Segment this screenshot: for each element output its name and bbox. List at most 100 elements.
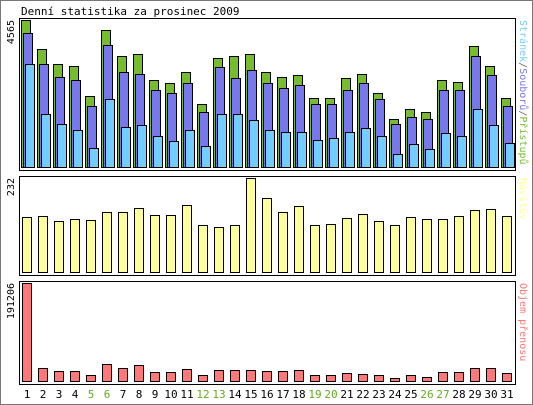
bar-hits-2-day-13 [217,114,227,168]
legend-part-volume-0: Objem přenosu [517,283,529,361]
bar-hits-2-day-30 [489,125,499,168]
chart-title: Denní statistika za prosinec 2009 [21,5,240,18]
bar-volume-0-day-1 [22,283,32,382]
x-tick-label-day-1: 1 [24,388,31,401]
bar-visits-0-day-22 [358,214,368,273]
bar-hits-2-day-19 [313,140,323,168]
bar-visits-0-day-29 [470,210,480,273]
bar-hits-2-day-26 [425,149,435,168]
bar-visits-0-day-27 [438,219,448,273]
bar-volume-0-day-9 [150,372,160,382]
bar-visits-0-day-24 [390,225,400,273]
x-tick-label-day-30: 30 [484,388,497,401]
x-tick-label-day-11: 11 [180,388,193,401]
bar-volume-0-day-8 [134,365,144,382]
bar-visits-0-day-1 [22,217,32,273]
bar-volume-0-day-29 [470,368,480,382]
bar-volume-0-day-12 [198,375,208,382]
panel-visits-ymax-label: 232 [6,178,17,196]
bar-visits-0-day-10 [166,215,176,273]
panel-volume-frame [19,281,516,385]
bar-visits-0-day-11 [182,205,192,273]
bar-hits-2-day-9 [153,136,163,168]
bar-visits-0-day-21 [342,218,352,273]
bar-hits-2-day-2 [41,114,51,168]
bar-hits-2-day-3 [57,124,67,168]
bar-hits-2-day-6 [105,99,115,168]
bar-volume-0-day-30 [486,368,496,382]
bar-hits-2-day-17 [281,132,291,168]
bar-hits-2-day-24 [393,154,403,168]
bar-visits-0-day-28 [454,216,464,273]
bar-volume-0-day-10 [166,372,176,382]
bar-volume-0-day-19 [310,375,320,382]
bar-volume-0-day-7 [118,368,128,382]
x-tick-label-day-27: 27 [436,388,449,401]
bar-hits-2-day-5 [89,148,99,168]
bar-volume-0-day-26 [422,377,432,382]
x-tick-label-day-7: 7 [120,388,127,401]
x-tick-label-day-25: 25 [404,388,417,401]
panel-hits-ymax-label: 4565 [6,20,17,44]
bar-visits-0-day-30 [486,209,496,273]
bar-volume-0-day-27 [438,372,448,382]
bar-volume-0-day-17 [278,371,288,382]
bar-volume-0-day-20 [326,375,336,382]
bar-hits-2-day-23 [377,136,387,168]
bar-volume-0-day-22 [358,374,368,382]
bar-visits-0-day-14 [230,225,240,273]
bar-volume-0-day-24 [390,378,400,382]
bar-hits-2-day-1 [25,64,35,168]
bar-volume-0-day-31 [502,373,512,382]
bar-volume-0-day-5 [86,375,96,382]
bar-volume-0-day-15 [246,370,256,382]
legend-part-hits-2: Souborů [517,68,529,110]
bar-visits-0-day-12 [198,225,208,273]
x-tick-label-day-17: 17 [276,388,289,401]
x-tick-label-day-16: 16 [260,388,273,401]
x-tick-label-day-12: 12 [196,388,209,401]
x-tick-label-day-8: 8 [136,388,143,401]
bar-volume-0-day-6 [102,364,112,382]
x-tick-label-day-19: 19 [308,388,321,401]
panel-volume-legend-label: Objem přenosu [517,283,529,361]
bar-visits-0-day-19 [310,225,320,273]
bar-visits-0-day-3 [54,221,64,273]
bar-hits-2-day-4 [73,130,83,168]
bar-hits-2-day-18 [297,132,307,168]
bar-volume-0-day-11 [182,369,192,382]
bar-volume-0-day-28 [454,372,464,382]
bar-hits-2-day-29 [473,109,483,168]
x-tick-label-day-31: 31 [500,388,513,401]
x-tick-label-day-3: 3 [56,388,63,401]
legend-part-hits-1: / [517,62,528,68]
panel-volume: 191206 Objem přenosu [6,281,529,385]
legend-part-hits-0: Stránek [517,20,529,62]
x-tick-label-day-24: 24 [388,388,402,401]
legend-part-visits-0: Návštěv [517,178,529,220]
x-tick-label-day-6: 6 [104,388,111,401]
bar-volume-0-day-4 [70,371,80,382]
x-tick-label-day-22: 22 [356,388,369,401]
bar-visits-0-day-15 [246,178,256,273]
bar-visits-0-day-23 [374,221,384,273]
x-tick-label-day-5: 5 [88,388,95,401]
bar-hits-2-day-15 [249,120,259,168]
bar-visits-0-day-7 [118,212,128,273]
x-tick-label-day-20: 20 [324,388,337,401]
x-tick-label-day-9: 9 [152,388,159,401]
bar-visits-0-day-13 [214,227,224,273]
bar-hits-2-day-11 [185,130,195,168]
bar-volume-0-day-21 [342,373,352,382]
bar-hits-2-day-27 [441,133,451,168]
series-visits-0 [22,178,512,273]
bar-hits-2-day-25 [409,144,419,168]
bar-hits-2-day-28 [457,136,467,168]
panel-hits: 4565 Stránek/Souborů/Přístupů [6,18,529,171]
bar-hits-2-day-7 [121,127,131,168]
x-tick-label-day-4: 4 [72,388,79,401]
bar-visits-0-day-9 [150,215,160,273]
series-volume-0 [22,283,512,382]
x-tick-label-day-29: 29 [468,388,481,401]
legend-part-hits-4: Přístupů [517,116,529,164]
